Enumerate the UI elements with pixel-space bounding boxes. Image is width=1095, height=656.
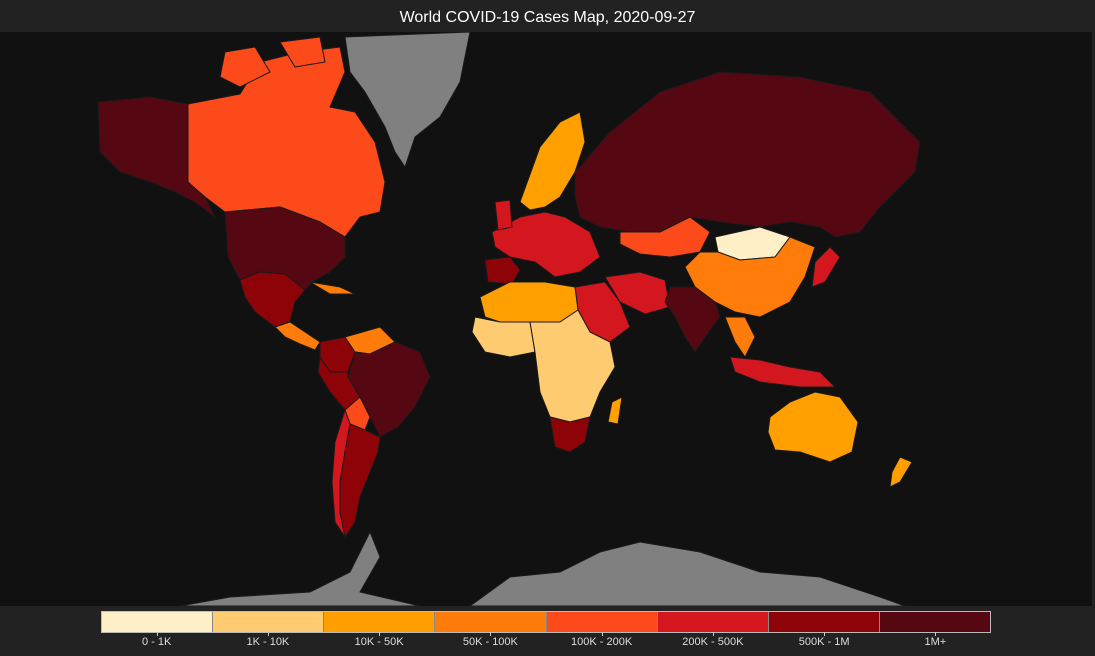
region-argentina[interactable] (339, 423, 381, 538)
region-south-africa[interactable] (549, 416, 591, 453)
region-north-africa[interactable] (479, 281, 579, 323)
world-map[interactable] (0, 32, 1092, 606)
region-greenland[interactable] (344, 32, 471, 168)
map-title: World COVID-19 Cases Map, 2020-09-27 (399, 9, 696, 26)
legend-label: 1M+ (880, 632, 991, 653)
legend-label: 200K - 500K (657, 632, 768, 653)
region-antarctica[interactable] (179, 531, 906, 606)
region-indonesia[interactable] (729, 356, 836, 388)
legend-label: 500K - 1M (769, 632, 880, 653)
region-mexico[interactable] (239, 271, 306, 328)
legend-label: 100K - 200K (546, 632, 657, 653)
region-russia[interactable] (574, 71, 921, 238)
region-new-zealand[interactable] (889, 456, 913, 488)
region-japan[interactable] (811, 246, 841, 288)
legend-label: 10K - 50K (324, 632, 435, 653)
region-madagascar[interactable] (607, 396, 623, 425)
legend-label: 1K - 10K (212, 632, 323, 653)
legend-swatch-3 (435, 612, 547, 632)
region-western-europe[interactable] (491, 211, 601, 278)
region-caribbean[interactable] (309, 281, 356, 295)
region-canada-islands[interactable] (219, 36, 326, 88)
legend-swatch-5 (657, 612, 769, 632)
legend-swatch-7 (879, 612, 990, 632)
legend-label: 0 - 1K (101, 632, 212, 653)
world-map-svg[interactable] (0, 32, 1092, 606)
region-australia[interactable] (767, 391, 859, 463)
region-uk[interactable] (494, 199, 513, 231)
legend-swatch-1 (213, 612, 325, 632)
region-central-africa[interactable] (529, 309, 616, 423)
region-west-africa[interactable] (471, 316, 536, 358)
region-alaska[interactable] (97, 96, 216, 218)
legend-swatch-6 (768, 612, 880, 632)
legend-swatch-0 (102, 612, 214, 632)
legend-swatch-2 (324, 612, 436, 632)
region-india[interactable] (664, 286, 721, 353)
legend: 0 - 1K 1K - 10K 10K - 50K 50K - 100K 100… (101, 611, 991, 656)
legend-color-bar (101, 611, 991, 633)
region-scandinavia[interactable] (519, 111, 586, 211)
legend-labels: 0 - 1K 1K - 10K 10K - 50K 50K - 100K 100… (101, 632, 991, 653)
legend-swatch-4 (546, 612, 658, 632)
legend-label: 50K - 100K (435, 632, 546, 653)
region-southeast-asia[interactable] (724, 316, 756, 358)
region-central-america[interactable] (274, 321, 321, 351)
region-spain[interactable] (484, 256, 521, 285)
